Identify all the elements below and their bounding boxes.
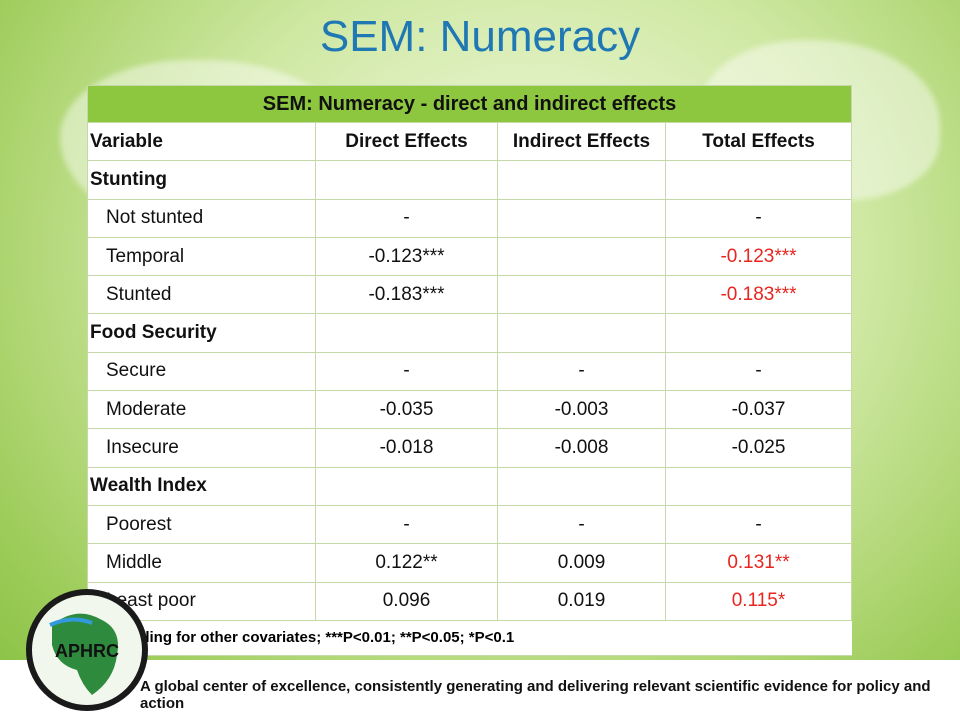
table-row: Moderate -0.035 -0.003 -0.037 xyxy=(87,390,853,430)
row-total-cell: - xyxy=(664,351,853,392)
row-variable-cell: Wealth Index xyxy=(87,466,316,506)
row-total-cell: -0.123*** xyxy=(664,236,853,277)
row-variable-cell: Moderate xyxy=(87,390,316,430)
aphrc-logo: APHRC xyxy=(26,589,148,711)
effects-table: SEM: Numeracy - direct and indirect effe… xyxy=(86,85,853,656)
row-total-cell: - xyxy=(664,198,853,238)
header-indirect-effects: Indirect Effects xyxy=(497,121,666,162)
row-variable-cell: Insecure xyxy=(87,428,316,468)
row-direct-cell: - xyxy=(315,504,498,545)
header-total-effects: Total Effects xyxy=(664,121,853,162)
row-indirect-cell xyxy=(497,275,666,315)
header-variable: Variable xyxy=(87,121,316,162)
table-row: Temporal -0.123*** -0.123*** xyxy=(87,236,853,277)
table-row: Insecure -0.018 -0.008 -0.025 xyxy=(87,428,853,468)
table-body: Stunting Not stunted - - Temporal -0.123*** -0… xyxy=(87,160,853,621)
row-indirect-cell xyxy=(497,198,666,238)
row-total-cell: 0.131** xyxy=(664,543,853,583)
row-total-cell: 0.115* xyxy=(664,581,853,621)
row-indirect-cell xyxy=(497,160,666,200)
row-variable-cell: Stunted xyxy=(87,275,316,315)
footer-tagline: A global center of excellence, consisten… xyxy=(140,678,931,712)
table-caption-row: SEM: Numeracy - direct and indirect effe… xyxy=(86,85,853,123)
row-variable-cell: Secure xyxy=(87,351,316,392)
row-variable-cell: Poorest xyxy=(87,504,316,545)
effects-table-container: SEM: Numeracy - direct and indirect effe… xyxy=(86,85,853,656)
table-row: Stunting xyxy=(87,160,853,200)
table-row: Stunted -0.183*** -0.183*** xyxy=(87,275,853,315)
row-indirect-cell: - xyxy=(497,504,666,545)
table-row: Poorest - - - xyxy=(87,504,853,545)
table-footnote: Controlling for other covariates; ***P<0… xyxy=(86,619,852,656)
row-variable-cell: Temporal xyxy=(87,236,316,277)
row-direct-cell: 0.096 xyxy=(315,581,498,621)
row-indirect-cell xyxy=(497,236,666,277)
table-row: Least poor 0.096 0.019 0.115* xyxy=(87,581,853,621)
row-indirect-cell xyxy=(497,313,666,353)
row-total-cell xyxy=(664,466,853,506)
row-direct-cell: -0.018 xyxy=(315,428,498,468)
table-row: Wealth Index xyxy=(87,466,853,506)
row-direct-cell: 0.122** xyxy=(315,543,498,583)
row-direct-cell xyxy=(315,466,498,506)
table-row: Not stunted - - xyxy=(87,198,853,238)
row-indirect-cell: 0.009 xyxy=(497,543,666,583)
table-header-row: Variable Direct Effects Indirect Effects… xyxy=(87,121,853,162)
row-total-cell: -0.183*** xyxy=(664,275,853,315)
row-total-cell: -0.025 xyxy=(664,428,853,468)
table-caption: SEM: Numeracy - direct and indirect effe… xyxy=(86,85,853,123)
row-total-cell: -0.037 xyxy=(664,390,853,430)
slide-title: SEM: Numeracy xyxy=(319,12,641,61)
row-total-cell: - xyxy=(664,504,853,545)
row-total-cell xyxy=(664,160,853,200)
row-direct-cell: -0.183*** xyxy=(315,275,498,315)
table-row: Middle 0.122** 0.009 0.131** xyxy=(87,543,853,583)
row-variable-cell: Food Security xyxy=(87,313,316,353)
row-direct-cell xyxy=(315,313,498,353)
logo-text: APHRC xyxy=(55,641,119,661)
header-direct-effects: Direct Effects xyxy=(315,121,498,162)
row-direct-cell xyxy=(315,160,498,200)
row-total-cell xyxy=(664,313,853,353)
row-indirect-cell: - xyxy=(497,351,666,392)
row-direct-cell: -0.035 xyxy=(315,390,498,430)
row-direct-cell: - xyxy=(315,351,498,392)
table-row: Food Security xyxy=(87,313,853,353)
row-variable-cell: Stunting xyxy=(87,160,316,200)
row-indirect-cell: 0.019 xyxy=(497,581,666,621)
row-variable-cell: Middle xyxy=(87,543,316,583)
row-indirect-cell: -0.008 xyxy=(497,428,666,468)
row-indirect-cell: -0.003 xyxy=(497,390,666,430)
row-variable-cell: Not stunted xyxy=(87,198,316,238)
table-footnote-row: Controlling for other covariates; ***P<0… xyxy=(86,619,852,656)
table-row: Secure - - - xyxy=(87,351,853,392)
row-direct-cell: - xyxy=(315,198,498,238)
row-indirect-cell xyxy=(497,466,666,506)
footer-bar xyxy=(0,660,960,720)
row-direct-cell: -0.123*** xyxy=(315,236,498,277)
